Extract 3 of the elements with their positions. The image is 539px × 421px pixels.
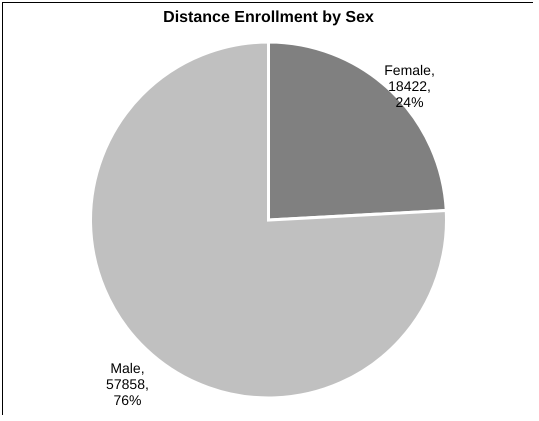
chart-title: Distance Enrollment by Sex [163, 9, 374, 26]
slice-label: Female, 18422, 24% [384, 62, 435, 110]
slice-label: Male, 57858, 76% [106, 360, 149, 408]
